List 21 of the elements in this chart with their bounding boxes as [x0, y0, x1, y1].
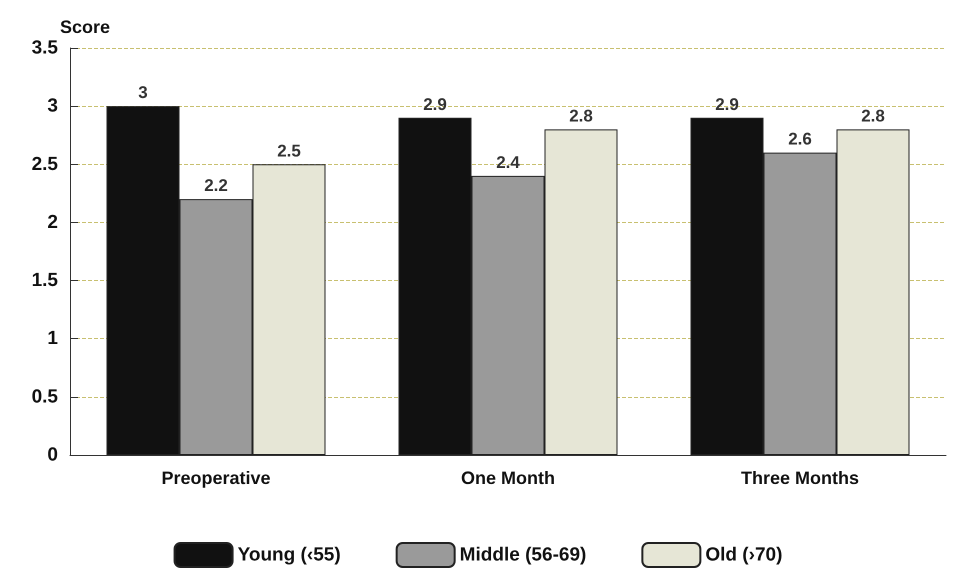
x-tick-label: Three Months — [740, 468, 860, 488]
y-tick-label: 0.5 — [32, 386, 58, 408]
data-label: 2.6 — [788, 130, 812, 149]
legend-label: Middle (56-69) — [460, 544, 586, 566]
x-tick-label: Preoperative — [161, 468, 271, 488]
data-label: 2.5 — [277, 141, 301, 160]
legend-label: Young (‹55) — [238, 544, 341, 566]
y-tick-label: 2 — [47, 212, 58, 233]
y-tick-label: 2.5 — [32, 154, 58, 175]
y-tick-label: 3.5 — [32, 38, 58, 58]
data-label: 2.8 — [569, 106, 593, 126]
data-label: 2.2 — [204, 176, 228, 196]
y-tick-label: 0 — [47, 444, 58, 466]
legend-label: Old (›70) — [705, 544, 782, 566]
y-tick-label: 3 — [47, 96, 58, 117]
y-tick-label: 1 — [47, 328, 58, 350]
data-label: 2.8 — [861, 106, 885, 126]
data-label: 3 — [138, 83, 148, 102]
y-axis-title: Score — [60, 17, 110, 37]
y-tick-label: 1.5 — [32, 270, 58, 292]
x-tick-label: One Month — [461, 468, 555, 488]
